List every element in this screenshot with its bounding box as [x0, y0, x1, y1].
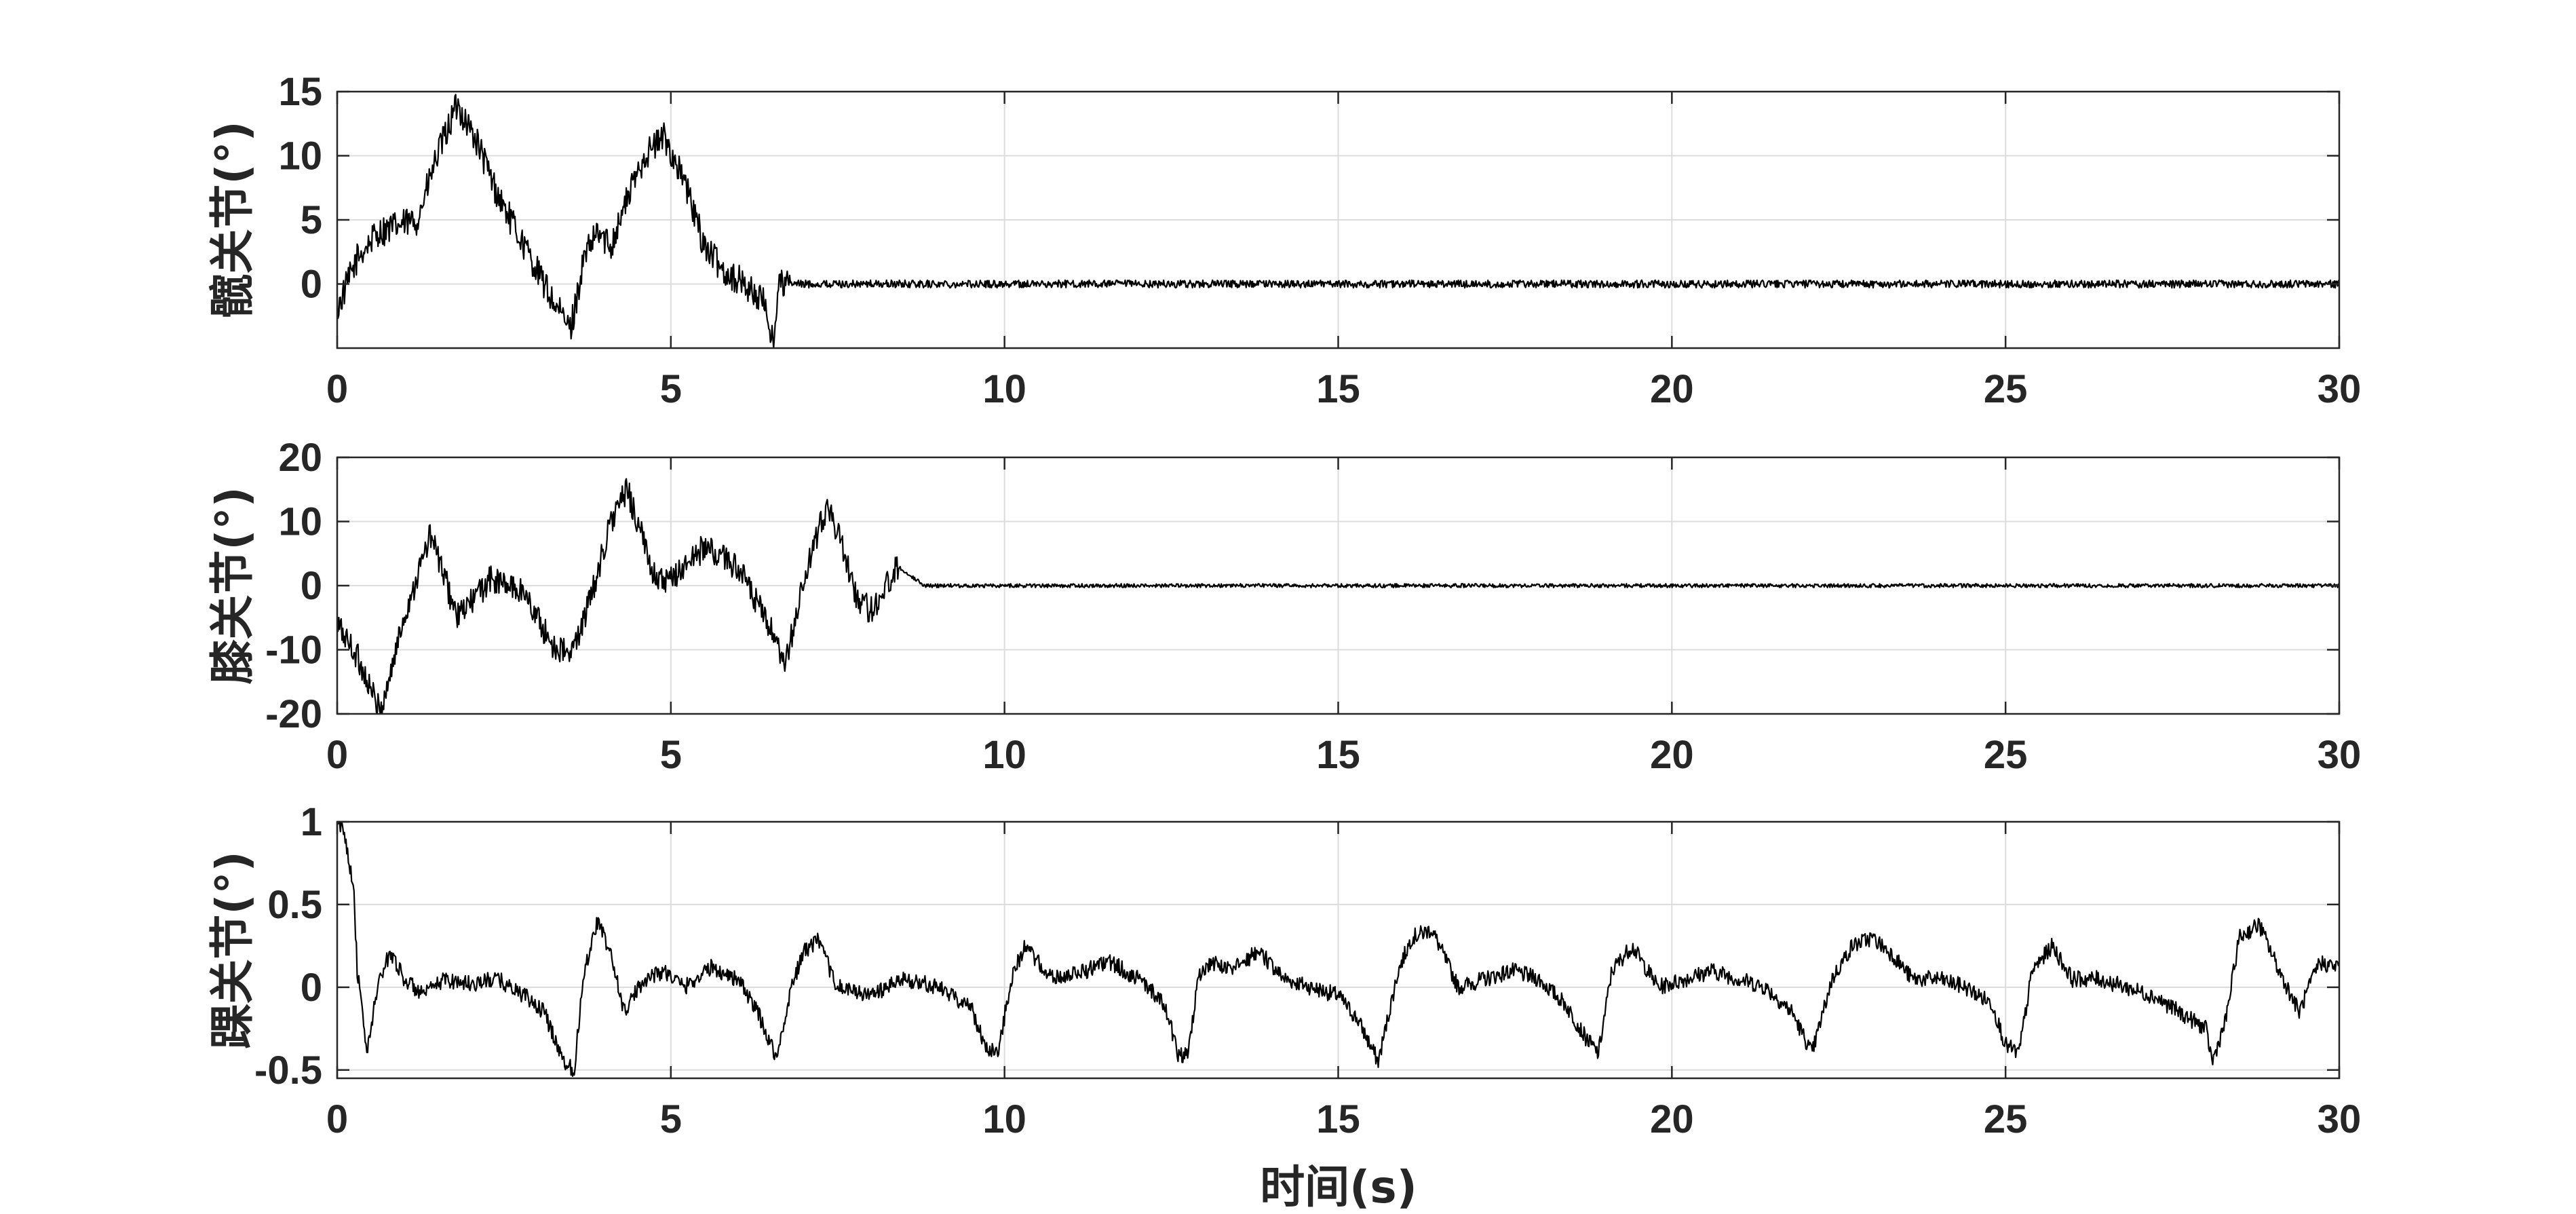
series-line	[336, 94, 2341, 349]
y-axis-label: 踝关节(°)	[206, 851, 258, 1048]
y-tick-label: 5	[301, 198, 322, 242]
x-tick-label: 0	[326, 367, 348, 411]
x-tick-label: 30	[2318, 733, 2362, 777]
y-tick-label: 10	[278, 134, 322, 178]
y-tick-label: 20	[278, 436, 322, 480]
x-tick-label: 5	[660, 733, 682, 777]
x-tick-label: 5	[660, 1097, 682, 1141]
y-tick-label: 0	[301, 966, 322, 1010]
y-tick-label: -10	[265, 628, 322, 672]
x-tick-label: 20	[1650, 733, 1694, 777]
x-axis-label: 时间(s)	[1260, 1161, 1417, 1213]
x-tick-label: 20	[1650, 1097, 1694, 1141]
y-tick-label: 1	[301, 800, 322, 844]
series-line	[336, 478, 2340, 715]
series-line	[336, 820, 2341, 1078]
x-tick-label: 30	[2318, 367, 2362, 411]
x-tick-label: 0	[326, 733, 348, 777]
y-tick-label: 15	[278, 70, 322, 114]
x-tick-label: 5	[660, 367, 682, 411]
y-tick-label: -0.5	[254, 1048, 322, 1093]
y-tick-label: 0	[301, 263, 322, 307]
x-tick-label: 25	[1984, 1097, 2028, 1141]
x-tick-label: 0	[326, 1097, 348, 1141]
y-tick-label: 0	[301, 564, 322, 608]
x-tick-label: 15	[1316, 367, 1360, 411]
y-axis-label: 髋关节(°)	[206, 121, 258, 318]
x-tick-label: 15	[1316, 1097, 1360, 1141]
x-tick-label: 10	[982, 733, 1026, 777]
x-tick-label: 15	[1316, 733, 1360, 777]
x-tick-label: 10	[982, 367, 1026, 411]
x-tick-label: 25	[1984, 367, 2028, 411]
x-tick-label: 30	[2318, 1097, 2362, 1141]
x-tick-label: 25	[1984, 733, 2028, 777]
y-tick-label: 10	[278, 500, 322, 544]
y-axis-label: 膝关节(°)	[206, 487, 258, 684]
x-tick-label: 20	[1650, 367, 1694, 411]
x-tick-label: 10	[982, 1097, 1026, 1141]
y-tick-label: 0.5	[267, 883, 322, 927]
subplot-hip: 0 5 10 15 20 25 30 0 5 10 15 髋关节(°)	[206, 70, 2361, 411]
subplot-knee: 0 5 10 15 20 25 30 -20 -10 0 10 20 膝关节(°)	[206, 436, 2361, 777]
y-tick-label: -20	[265, 692, 322, 736]
